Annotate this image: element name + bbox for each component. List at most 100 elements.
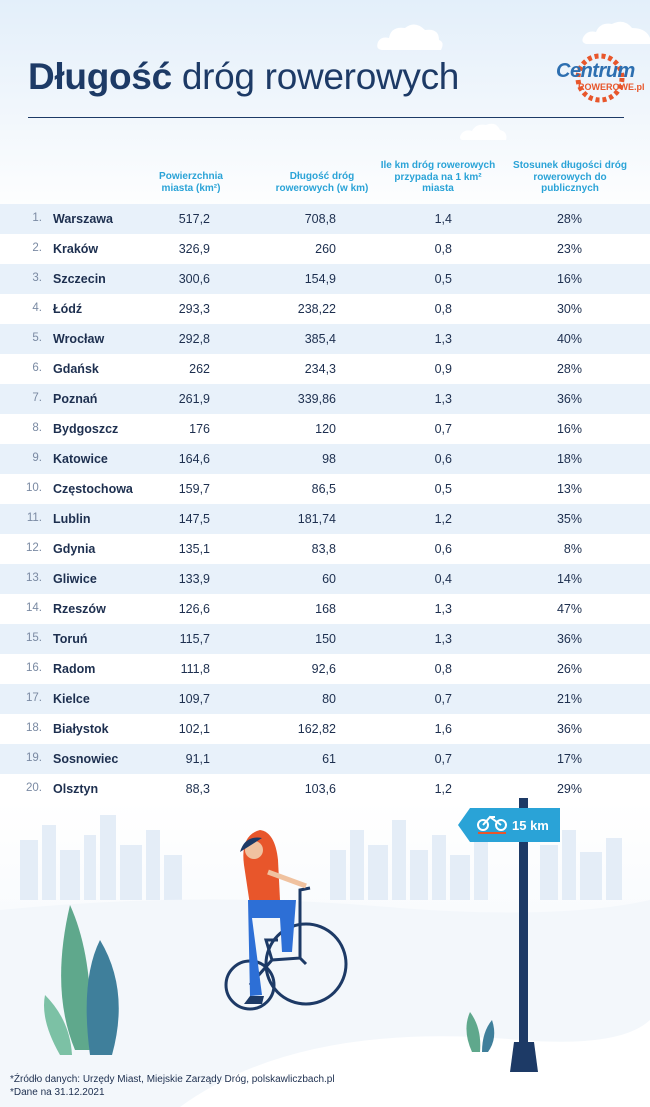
row-ratio: 1,6	[434, 722, 452, 736]
column-header-share: Stosunek długości dróg rowerowych do pub…	[513, 160, 627, 194]
row-ratio: 0,8	[434, 302, 452, 316]
row-city: Lublin	[53, 512, 91, 526]
row-ratio: 1,2	[434, 782, 452, 796]
bicycle-icon	[477, 815, 507, 831]
source-footnote: *Źródło danych: Urzędy Miast, Miejskie Z…	[10, 1074, 335, 1085]
row-length: 260	[315, 242, 336, 256]
row-ratio: 1,3	[434, 392, 452, 406]
table-row: 5. Wrocław 292,8 385,4 1,3 40%	[0, 324, 650, 354]
row-length: 234,3	[304, 362, 336, 376]
row-city: Rzeszów	[53, 602, 106, 616]
row-city: Poznań	[53, 392, 98, 406]
row-area: 292,8	[178, 332, 210, 346]
row-area: 109,7	[178, 692, 210, 706]
cyclist-illustration	[0, 798, 650, 1107]
row-rank: 2.	[32, 242, 42, 254]
row-rank: 5.	[32, 332, 42, 344]
row-share: 8%	[563, 542, 582, 556]
row-ratio: 0,5	[434, 272, 452, 286]
row-rank: 17.	[26, 692, 42, 704]
row-length: 60	[322, 572, 336, 586]
cloud-icon	[460, 123, 507, 140]
row-rank: 15.	[26, 632, 42, 644]
row-area: 262	[189, 362, 210, 376]
row-length: 103,6	[304, 782, 336, 796]
row-city: Gdańsk	[53, 362, 99, 376]
row-city: Sosnowiec	[53, 752, 119, 766]
row-city: Szczecin	[53, 272, 106, 286]
row-area: 176	[189, 422, 210, 436]
row-rank: 1.	[32, 212, 42, 224]
row-ratio: 0,4	[434, 572, 452, 586]
row-city: Olsztyn	[53, 782, 99, 796]
row-length: 92,6	[311, 662, 336, 676]
row-rank: 7.	[32, 392, 42, 404]
row-share: 47%	[556, 602, 582, 616]
row-ratio: 0,6	[434, 542, 452, 556]
table-row: 16. Radom 111,8 92,6 0,8 26%	[0, 654, 650, 684]
row-length: 80	[322, 692, 336, 706]
plant-leaf	[466, 1012, 481, 1052]
row-ratio: 0,8	[434, 242, 452, 256]
row-ratio: 0,9	[434, 362, 452, 376]
row-area: 164,6	[178, 452, 210, 466]
row-rank: 16.	[26, 662, 42, 674]
row-ratio: 0,7	[434, 692, 452, 706]
table-row: 14. Rzeszów 126,6 168 1,3 47%	[0, 594, 650, 624]
row-area: 126,6	[178, 602, 210, 616]
header-divider	[28, 117, 624, 118]
row-ratio: 1,4	[434, 212, 452, 226]
row-length: 238,22	[297, 302, 336, 316]
date-footnote: *Dane na 31.12.2021	[10, 1087, 105, 1098]
row-area: 135,1	[178, 542, 210, 556]
column-header-ratio: Ile km dróg rowerowych przypada na 1 km²…	[380, 160, 496, 194]
row-city: Kraków	[53, 242, 99, 256]
table-row: 4. Łódź 293,3 238,22 0,8 30%	[0, 294, 650, 324]
page-title: Długość dróg rowerowych	[28, 56, 459, 98]
row-rank: 18.	[26, 722, 42, 734]
table-row: 20. Olsztyn 88,3 103,6 1,2 29%	[0, 774, 650, 804]
cloud-icon	[582, 21, 650, 44]
row-share: 36%	[556, 632, 582, 646]
row-rank: 19.	[26, 752, 42, 764]
row-area: 159,7	[178, 482, 210, 496]
row-share: 28%	[556, 212, 582, 226]
row-length: 150	[315, 632, 336, 646]
row-length: 181,74	[297, 512, 336, 526]
row-rank: 8.	[32, 422, 42, 434]
row-rank: 14.	[26, 602, 42, 614]
row-city: Wrocław	[53, 332, 105, 346]
row-area: 102,1	[178, 722, 210, 736]
table-row: 17. Kielce 109,7 80 0,7 21%	[0, 684, 650, 714]
row-rank: 10.	[26, 482, 42, 494]
title-rest: dróg rowerowych	[171, 56, 460, 97]
row-share: 17%	[556, 752, 582, 766]
table-row: 12. Gdynia 135,1 83,8 0,6 8%	[0, 534, 650, 564]
row-ratio: 0,8	[434, 662, 452, 676]
row-share: 16%	[556, 422, 582, 436]
row-ratio: 1,3	[434, 602, 452, 616]
city-table: 1. Warszawa 517,2 708,8 1,4 28% 2. Kraków 326,9 2…	[0, 204, 650, 804]
row-city: Warszawa	[53, 212, 113, 226]
column-header-area: Powierzchnia miasta (km²)	[159, 171, 223, 194]
table-row: 3. Szczecin 300,6 154,9 0,5 16%	[0, 264, 650, 294]
table-row: 10. Częstochowa 159,7 86,5 0,5 13%	[0, 474, 650, 504]
row-rank: 11.	[26, 512, 42, 524]
row-area: 111,8	[180, 662, 210, 676]
row-share: 35%	[556, 512, 582, 526]
centrum-rowerowe-logo: Centrum ROWEROWE.pl	[548, 52, 645, 106]
row-ratio: 1,3	[434, 332, 452, 346]
row-rank: 9.	[32, 452, 42, 464]
row-rank: 12.	[26, 542, 42, 554]
table-row: 1. Warszawa 517,2 708,8 1,4 28%	[0, 204, 650, 234]
row-length: 83,8	[311, 542, 336, 556]
row-share: 14%	[556, 572, 582, 586]
row-share: 28%	[556, 362, 582, 376]
sign-post-base	[510, 1042, 538, 1072]
row-ratio: 1,3	[434, 632, 452, 646]
row-ratio: 0,7	[434, 422, 452, 436]
table-row: 15. Toruń 115,7 150 1,3 36%	[0, 624, 650, 654]
city-skyline	[20, 815, 622, 900]
logo-main: Centrum	[556, 60, 635, 82]
row-ratio: 0,6	[434, 452, 452, 466]
